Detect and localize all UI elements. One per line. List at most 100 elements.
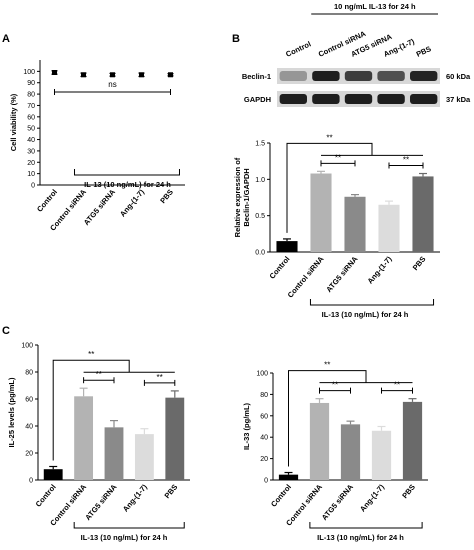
blot-band xyxy=(312,71,340,81)
bar-0 xyxy=(43,469,63,480)
bar-0 xyxy=(278,474,299,480)
x-tick-label: Ang-(1-7) xyxy=(365,254,393,285)
significance-label: ** xyxy=(96,370,102,379)
blot-mw-label: 37 kDa xyxy=(446,95,471,104)
bar-3 xyxy=(378,204,400,252)
blot-band xyxy=(312,94,340,104)
bar-3 xyxy=(371,430,392,480)
x-tick-label: ATG5 siRNA xyxy=(83,482,119,522)
y-tick-label: 40 xyxy=(25,424,33,431)
x-tick-label: Control siRNA xyxy=(286,254,326,299)
y-tick-label: 80 xyxy=(260,392,268,399)
x-tick-label: Ang-(1-7) xyxy=(121,482,149,513)
x-tick-label: Ang-(1-7) xyxy=(358,482,386,513)
y-tick-label: 80 xyxy=(27,92,35,99)
bar-1 xyxy=(309,402,330,480)
y-tick-label: 60 xyxy=(260,413,268,420)
treatment-label: IL-13 (10 ng/mL) for 24 h xyxy=(322,310,409,319)
significance-label: ns xyxy=(108,80,116,89)
significance-label: ** xyxy=(324,361,330,370)
chart-b: 0.0 0.5 1.0 1.5 Relative expression of Beclin… xyxy=(233,133,440,319)
y-tick-label: 70 xyxy=(27,103,35,110)
y-tick-label: 20 xyxy=(260,456,268,463)
y-tick-label: 40 xyxy=(260,435,268,442)
significance-label: ** xyxy=(403,156,409,165)
blot-band xyxy=(410,71,438,81)
lane-label: PBS xyxy=(415,44,433,59)
bar-4 xyxy=(402,401,423,480)
significance-label: ** xyxy=(88,350,94,359)
blot-band xyxy=(410,94,438,104)
x-tick-label: Control xyxy=(269,483,293,509)
y-axis-label-line1: Relative expression of xyxy=(233,157,242,237)
data-point-0 xyxy=(52,70,57,75)
y-tick-label: 100 xyxy=(21,343,33,350)
bar-0 xyxy=(276,241,298,252)
bar-2 xyxy=(344,196,366,252)
significance-label: ** xyxy=(394,381,400,390)
significance-bracket xyxy=(288,370,367,467)
blot-row-label: Beclin-1 xyxy=(242,72,271,81)
bar-2 xyxy=(104,427,124,480)
y-tick-label: 100 xyxy=(23,69,35,76)
bar-1 xyxy=(310,173,332,252)
x-tick-label: Ang-(1-7) xyxy=(118,187,146,218)
x-tick-label: Control xyxy=(35,188,59,214)
y-axis-label: Cell viability (%) xyxy=(9,93,18,151)
y-tick-label: 0.5 xyxy=(255,213,265,220)
significance-label: ** xyxy=(332,381,338,390)
y-tick-label: 90 xyxy=(27,80,35,87)
blot-band xyxy=(279,71,307,81)
significance-label: ** xyxy=(326,133,332,142)
bar-1 xyxy=(74,396,94,480)
x-tick-label: PBS xyxy=(158,188,175,206)
y-tick-label: 20 xyxy=(25,451,33,458)
y-tick-label: 30 xyxy=(27,148,35,155)
y-axis-label: IL-33 (pg/mL) xyxy=(242,402,251,450)
blot-band xyxy=(344,71,373,81)
y-tick-label: 60 xyxy=(27,114,35,121)
bar-3 xyxy=(134,434,154,480)
y-tick-label: 1.5 xyxy=(255,141,265,148)
blot-treatment-label: 10 ng/mL IL-13 for 24 h xyxy=(334,2,416,11)
blot-row-label: GAPDH xyxy=(244,95,271,104)
treatment-label: IL-13 (10 ng/mL) for 24 h xyxy=(84,180,171,189)
y-tick-label: 50 xyxy=(27,126,35,133)
lane-label: Control xyxy=(284,39,312,58)
panel-label-c: C xyxy=(2,325,10,337)
significance-label: ** xyxy=(335,153,341,162)
y-tick-label: 1.0 xyxy=(255,177,265,184)
treatment-bracket xyxy=(309,522,423,529)
x-tick-label: Control xyxy=(34,483,58,509)
treatment-label: IL-13 (10 ng/mL) for 24 h xyxy=(81,533,168,542)
x-tick-label: Control xyxy=(267,255,291,281)
chart-a: 0 10 20 30 40 50 60 70 80 90 100 Cell viability (%)… xyxy=(9,60,185,233)
treatment-bracket xyxy=(73,522,185,529)
y-tick-label: 0.0 xyxy=(255,250,265,257)
y-tick-label: 0 xyxy=(31,183,35,190)
data-point-4 xyxy=(168,72,173,78)
data-point-3 xyxy=(139,72,144,78)
treatment-bracket xyxy=(74,169,180,176)
y-tick-label: 20 xyxy=(27,160,35,167)
x-tick-label: PBS xyxy=(411,255,428,273)
panel-label-a: A xyxy=(2,33,10,45)
y-tick-label: 0 xyxy=(264,478,268,485)
significance-bracket xyxy=(286,142,373,233)
y-axis-label-line2: Beclin-1/GAPDH xyxy=(242,168,251,226)
x-tick-label: PBS xyxy=(163,483,180,501)
y-tick-label: 80 xyxy=(25,370,33,377)
y-axis-label: IL-25 levels (pg/mL) xyxy=(7,377,16,448)
treatment-label: IL-13 (10 ng/mL) for 24 h xyxy=(317,533,404,542)
y-tick-label: 60 xyxy=(25,397,33,404)
blot-band xyxy=(279,94,307,104)
y-tick-label: 100 xyxy=(256,371,268,378)
data-point-2 xyxy=(110,72,115,78)
data-point-1 xyxy=(81,72,86,78)
bar-4 xyxy=(165,397,185,480)
significance-label: ** xyxy=(156,373,162,382)
